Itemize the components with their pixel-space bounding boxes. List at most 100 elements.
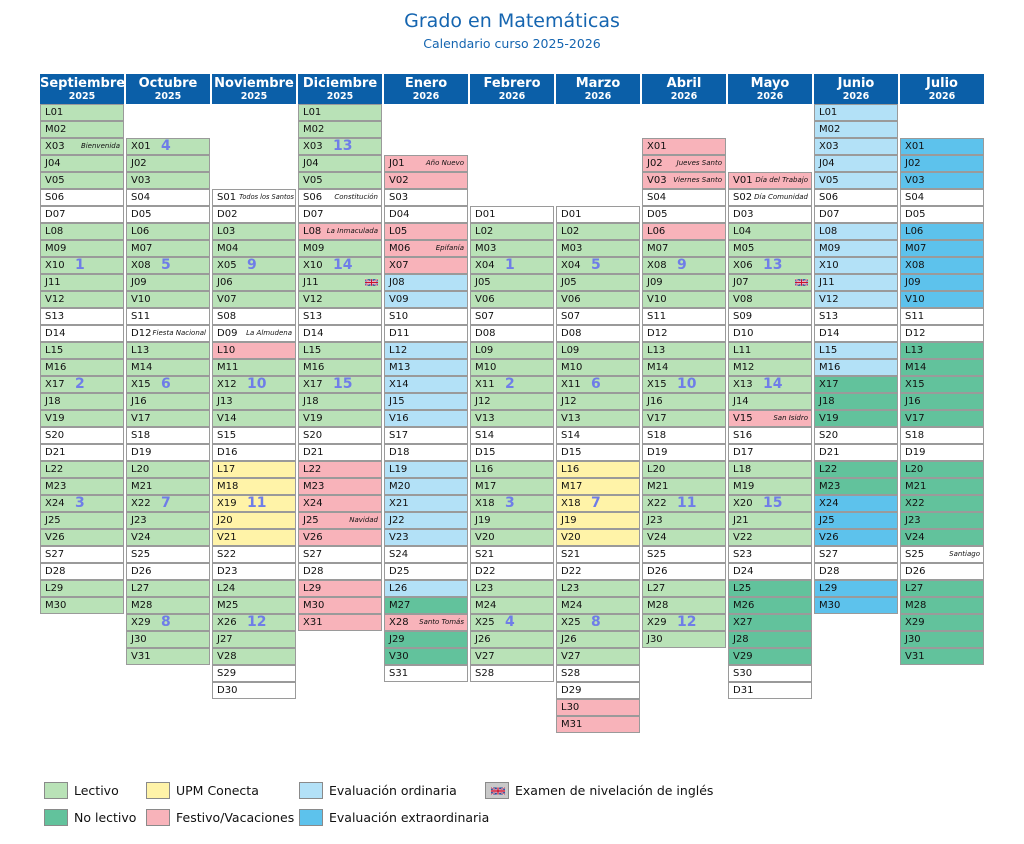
day-cell: V23	[384, 529, 468, 546]
day-code: M26	[733, 600, 755, 611]
day-cell: S18	[900, 427, 984, 444]
day-cell: S14	[556, 427, 640, 444]
week-number: 8	[161, 614, 171, 630]
day-cell: L09	[470, 342, 554, 359]
day-code: L09	[475, 345, 494, 356]
day-cell: M13	[384, 359, 468, 376]
day-cell: X12 10	[212, 376, 296, 393]
day-code: L16	[475, 464, 494, 475]
day-code: M28	[647, 600, 669, 611]
day-code: D23	[217, 566, 238, 577]
day-cell: V03 Viernes Santo	[642, 172, 726, 189]
uk-flag-icon	[491, 786, 505, 796]
day-code: D14	[45, 328, 66, 339]
day-code: V12	[303, 294, 323, 305]
day-code: S01	[217, 192, 237, 203]
day-cell: D15	[556, 444, 640, 461]
day-code: J23	[905, 515, 921, 526]
day-cell: S27	[298, 546, 382, 563]
day-cell: L02	[470, 223, 554, 240]
month-diciembre: Diciembre 2025 L01 M02 X03 13 J04 V05 S06 Constit…	[298, 74, 382, 631]
day-cell: M28	[126, 597, 210, 614]
month-name: Septiembre	[40, 76, 126, 91]
day-code: S08	[217, 311, 237, 322]
week-number: 10	[677, 376, 697, 392]
day-cell: V07	[212, 291, 296, 308]
month-name: Noviembre	[214, 76, 294, 91]
legend-swatch	[299, 809, 323, 826]
day-cell: J22	[384, 512, 468, 529]
day-cell: M23	[40, 478, 124, 495]
day-cell: S28	[470, 665, 554, 682]
day-code: V26	[45, 532, 65, 543]
day-cell: L06	[642, 223, 726, 240]
day-cell: M03	[556, 240, 640, 257]
day-cell: D26	[642, 563, 726, 580]
day-cell: V31	[126, 648, 210, 665]
day-code: M27	[389, 600, 411, 611]
day-cell: M30	[814, 597, 898, 614]
day-cell: M25	[212, 597, 296, 614]
day-code: J23	[647, 515, 663, 526]
day-cell: J08	[384, 274, 468, 291]
day-code: S28	[561, 668, 581, 679]
week-number: 5	[161, 257, 171, 273]
day-cell: L09	[556, 342, 640, 359]
day-code: V31	[131, 651, 151, 662]
day-code: J25	[303, 515, 319, 526]
day-code: L19	[389, 464, 408, 475]
day-cell: L13	[126, 342, 210, 359]
day-cell: S30	[728, 665, 812, 682]
day-cell: J12	[556, 393, 640, 410]
day-code: X05	[217, 260, 237, 271]
day-cell: S31	[384, 665, 468, 682]
day-code: J18	[45, 396, 61, 407]
day-code: V01	[733, 175, 753, 186]
day-code: S20	[45, 430, 65, 441]
page-subtitle: Calendario curso 2025-2026	[423, 36, 601, 51]
day-cell: X03 Bienvenida	[40, 138, 124, 155]
day-cell: J05	[556, 274, 640, 291]
day-cell: M14	[642, 359, 726, 376]
day-cell: V05	[814, 172, 898, 189]
day-cell: J06	[212, 274, 296, 291]
day-code: S11	[905, 311, 925, 322]
day-cell: J26	[470, 631, 554, 648]
day-code: L18	[733, 464, 752, 475]
day-cell: J12	[470, 393, 554, 410]
day-code: X28	[389, 617, 409, 628]
day-code: V31	[905, 651, 925, 662]
day-note: Todos los Santos	[239, 193, 294, 201]
day-cell: X22	[900, 495, 984, 512]
day-cell: M14	[126, 359, 210, 376]
day-cell: L17	[212, 461, 296, 478]
day-code: D19	[647, 447, 668, 458]
day-cell: D14	[298, 325, 382, 342]
day-cell: S20	[298, 427, 382, 444]
day-code: D28	[819, 566, 840, 577]
day-cell: M09	[814, 240, 898, 257]
day-code: M23	[303, 481, 325, 492]
week-number: 3	[75, 495, 85, 511]
day-cell: M24	[470, 597, 554, 614]
legend-label: UPM Conecta	[176, 783, 259, 798]
day-code: M20	[389, 481, 411, 492]
day-code: X18	[561, 498, 581, 509]
day-cell: V19	[40, 410, 124, 427]
day-cell: X31	[298, 614, 382, 631]
day-code: L27	[131, 583, 150, 594]
day-code: D26	[647, 566, 668, 577]
month-header: Marzo 2026	[556, 74, 640, 104]
day-cell: D26	[900, 563, 984, 580]
month-header: Septiembre 2025	[40, 74, 126, 104]
day-code: S06	[819, 192, 839, 203]
day-cell: D25	[384, 563, 468, 580]
day-cell: D14	[814, 325, 898, 342]
day-cell: L08 La Inmaculada	[298, 223, 382, 240]
day-cell: J30	[642, 631, 726, 648]
day-note: La Almudena	[246, 329, 292, 337]
day-code: X04	[561, 260, 581, 271]
day-cell: V24	[126, 529, 210, 546]
day-cell: M30	[40, 597, 124, 614]
week-number: 14	[763, 376, 783, 392]
